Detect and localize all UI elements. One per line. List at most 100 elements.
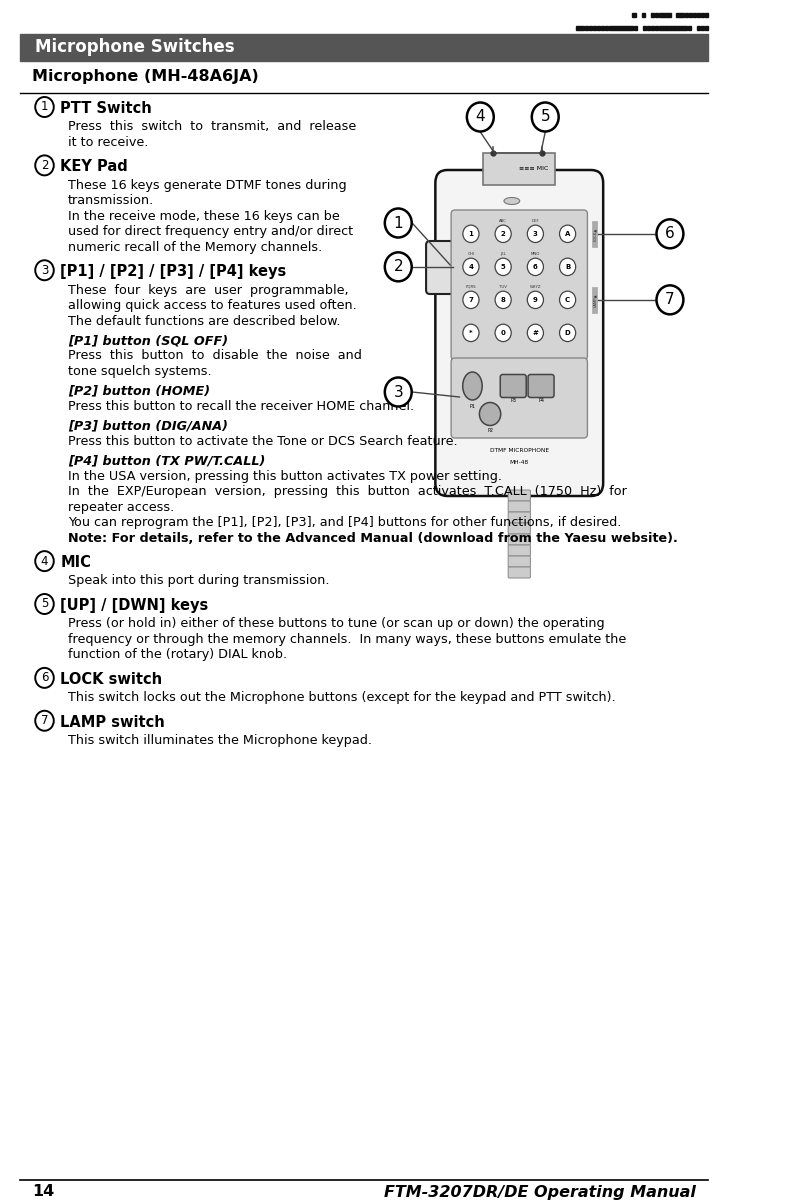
Text: 5: 5 <box>541 109 550 125</box>
Text: KEY Pad: KEY Pad <box>61 160 128 174</box>
Text: LAMP▲: LAMP▲ <box>593 293 597 307</box>
Text: PTT Switch: PTT Switch <box>61 101 152 117</box>
FancyBboxPatch shape <box>451 210 587 361</box>
Text: 3: 3 <box>393 385 403 399</box>
Text: WXYZ: WXYZ <box>530 285 541 288</box>
Bar <box>689 13 692 17</box>
Ellipse shape <box>504 197 520 204</box>
Bar <box>576 25 580 30</box>
Bar <box>585 25 588 30</box>
Circle shape <box>385 377 412 406</box>
Text: LOCK switch: LOCK switch <box>61 672 163 686</box>
Text: [P1] button (SQL OFF): [P1] button (SQL OFF) <box>68 334 228 347</box>
Text: P4: P4 <box>538 398 544 403</box>
Text: You can reprogram the [P1], [P2], [P3], and [P4] buttons for other functions, if: You can reprogram the [P1], [P2], [P3], … <box>68 516 621 529</box>
Text: ≡≡≡ MIC: ≡≡≡ MIC <box>520 167 549 172</box>
Text: Press  this  switch  to  transmit,  and  release: Press this switch to transmit, and relea… <box>68 120 356 133</box>
Text: 5: 5 <box>41 597 48 611</box>
Text: A: A <box>565 231 571 237</box>
Circle shape <box>560 225 575 243</box>
FancyBboxPatch shape <box>500 375 526 398</box>
Bar <box>655 13 659 17</box>
Text: MH-48: MH-48 <box>509 460 529 465</box>
Circle shape <box>35 552 53 571</box>
Circle shape <box>527 291 543 309</box>
Text: 6: 6 <box>665 226 675 242</box>
Bar <box>681 13 684 17</box>
Text: 2: 2 <box>41 159 48 172</box>
Bar <box>688 25 691 30</box>
FancyBboxPatch shape <box>508 557 531 567</box>
Circle shape <box>385 252 412 281</box>
Text: MNO: MNO <box>531 251 540 256</box>
Bar <box>633 13 636 17</box>
Text: #: # <box>532 329 538 335</box>
Text: LAMP switch: LAMP switch <box>61 715 165 730</box>
FancyBboxPatch shape <box>451 358 587 438</box>
Circle shape <box>656 285 683 315</box>
Circle shape <box>35 668 53 688</box>
Text: transmission.: transmission. <box>68 195 154 207</box>
Text: GHI: GHI <box>468 251 475 256</box>
Bar <box>626 25 629 30</box>
Text: 4: 4 <box>468 263 473 269</box>
Circle shape <box>495 225 511 243</box>
Text: DTMF MICROPHONE: DTMF MICROPHONE <box>490 448 549 453</box>
Bar <box>667 13 670 17</box>
Text: P3: P3 <box>510 398 516 403</box>
Text: In  the  EXP/European  version,  pressing  this  button  activates  T.CALL  (175: In the EXP/European version, pressing th… <box>68 486 626 498</box>
Text: 14: 14 <box>32 1184 55 1200</box>
Bar <box>685 13 688 17</box>
FancyBboxPatch shape <box>426 240 454 294</box>
Circle shape <box>560 291 575 309</box>
Bar <box>613 25 617 30</box>
Text: 2: 2 <box>394 260 403 274</box>
Circle shape <box>385 208 412 238</box>
Bar <box>593 25 597 30</box>
Text: P2: P2 <box>487 428 493 433</box>
Bar <box>647 25 650 30</box>
Text: FTM-3207DR/DE Operating Manual: FTM-3207DR/DE Operating Manual <box>384 1184 696 1200</box>
Text: This switch locks out the Microphone buttons (except for the keypad and PTT swit: This switch locks out the Microphone but… <box>68 691 615 704</box>
Circle shape <box>532 102 559 131</box>
Circle shape <box>656 219 683 249</box>
Text: allowing quick access to features used often.: allowing quick access to features used o… <box>68 299 356 313</box>
Text: [P2] button (HOME): [P2] button (HOME) <box>68 385 210 398</box>
Text: 6: 6 <box>41 672 48 684</box>
Text: 8: 8 <box>501 297 505 303</box>
Bar <box>641 13 645 17</box>
Text: In the USA version, pressing this button activates TX power setting.: In the USA version, pressing this button… <box>68 470 501 483</box>
Bar <box>667 25 670 30</box>
Bar <box>597 25 601 30</box>
Bar <box>676 13 680 17</box>
Bar <box>581 25 584 30</box>
Text: 9: 9 <box>533 297 538 303</box>
Circle shape <box>463 258 479 275</box>
Text: D: D <box>564 329 571 335</box>
Circle shape <box>495 325 511 341</box>
Circle shape <box>495 291 511 309</box>
FancyBboxPatch shape <box>508 501 531 512</box>
Bar <box>696 13 700 17</box>
Text: numeric recall of the Memory channels.: numeric recall of the Memory channels. <box>68 240 322 254</box>
Bar <box>701 25 704 30</box>
Text: [P3] button (DIG/ANA): [P3] button (DIG/ANA) <box>68 419 228 433</box>
Text: Microphone Switches: Microphone Switches <box>35 38 235 56</box>
Bar <box>701 13 704 17</box>
Text: [P4] button (TX PW/T.CALL): [P4] button (TX PW/T.CALL) <box>68 454 265 468</box>
Text: DEF: DEF <box>531 219 539 222</box>
Text: [UP] / [DWN] keys: [UP] / [DWN] keys <box>61 599 208 613</box>
Bar <box>592 221 597 246</box>
Bar <box>696 25 700 30</box>
Circle shape <box>527 325 543 341</box>
Text: Press (or hold in) either of these buttons to tune (or scan up or down) the oper: Press (or hold in) either of these butto… <box>68 618 604 630</box>
Text: JKL: JKL <box>500 251 506 256</box>
Ellipse shape <box>463 371 482 400</box>
Text: Press this button to recall the receiver HOME channel.: Press this button to recall the receiver… <box>68 400 413 412</box>
Bar <box>483 153 556 185</box>
Text: tone squelch systems.: tone squelch systems. <box>68 365 211 377</box>
Circle shape <box>495 258 511 275</box>
Circle shape <box>479 403 501 426</box>
Bar <box>675 25 679 30</box>
FancyBboxPatch shape <box>528 375 554 398</box>
